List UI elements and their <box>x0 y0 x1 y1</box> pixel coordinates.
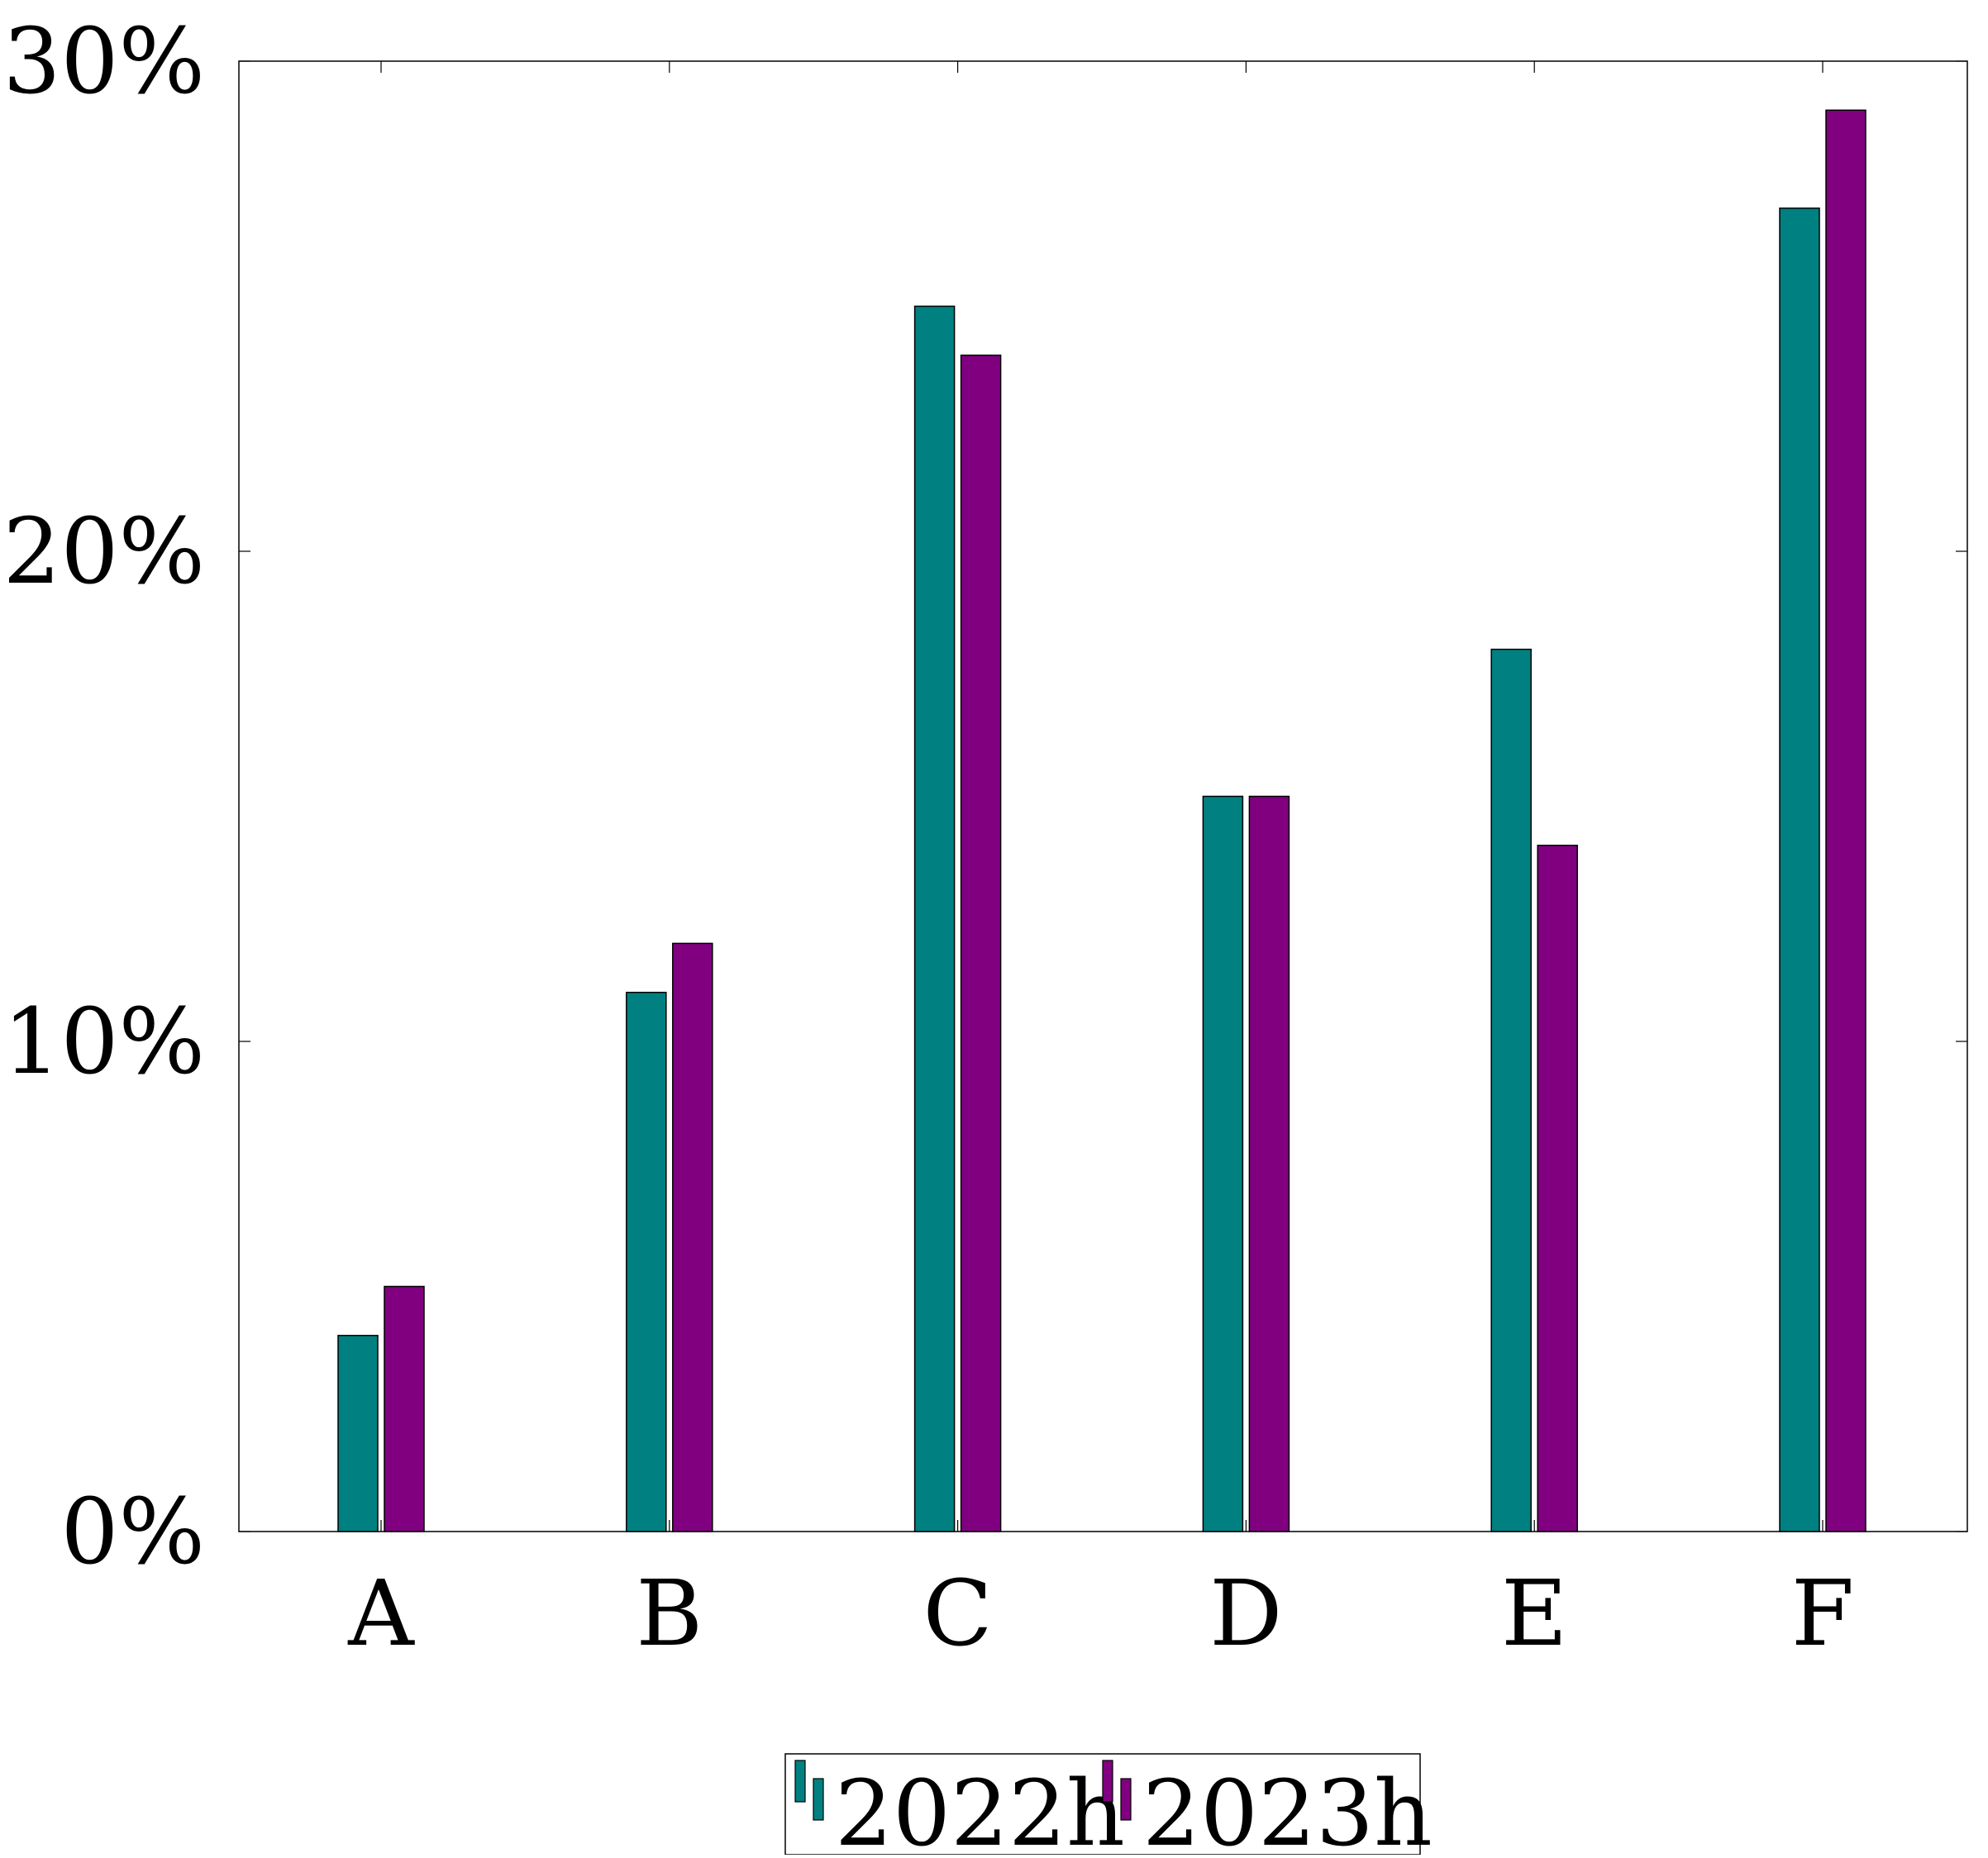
x-tick-label: D <box>1209 1560 1282 1666</box>
bar-2022h-F <box>1779 207 1820 1532</box>
bar-2022h-C <box>913 305 956 1532</box>
bar-2022h-E <box>1490 648 1532 1532</box>
x-tick-label: C <box>923 1560 993 1666</box>
bar-2022h-B <box>626 991 667 1532</box>
legend-label-2023h: 2023h <box>1142 1760 1433 1855</box>
bar-2022h-A <box>337 1335 379 1532</box>
plot-frame <box>238 60 1968 1532</box>
bar-2023h-D <box>1248 795 1290 1532</box>
x-tick-label: B <box>636 1560 703 1666</box>
legend-swatch-2022h <box>794 1760 806 1803</box>
y-tick-label: 10% <box>3 989 206 1094</box>
legend-swatch-2022h <box>813 1778 824 1821</box>
bar-2023h-A <box>384 1285 425 1532</box>
legend-swatch-2023h <box>1102 1760 1113 1803</box>
bar-2023h-E <box>1537 845 1578 1532</box>
bar-2023h-F <box>1825 109 1866 1532</box>
bar-2023h-C <box>960 355 1002 1532</box>
bar-2022h-D <box>1202 795 1244 1532</box>
y-tick-label: 0% <box>60 1479 205 1584</box>
x-tick-label: A <box>347 1560 415 1666</box>
y-tick-label: 30% <box>3 8 206 114</box>
y-tick-label: 20% <box>3 498 206 604</box>
bar-2023h-B <box>672 942 713 1532</box>
legend-label-2022h: 2022h <box>835 1760 1125 1855</box>
x-tick-label: F <box>1791 1560 1854 1666</box>
x-tick-label: E <box>1501 1560 1567 1666</box>
legend-swatch-2023h <box>1120 1778 1132 1821</box>
